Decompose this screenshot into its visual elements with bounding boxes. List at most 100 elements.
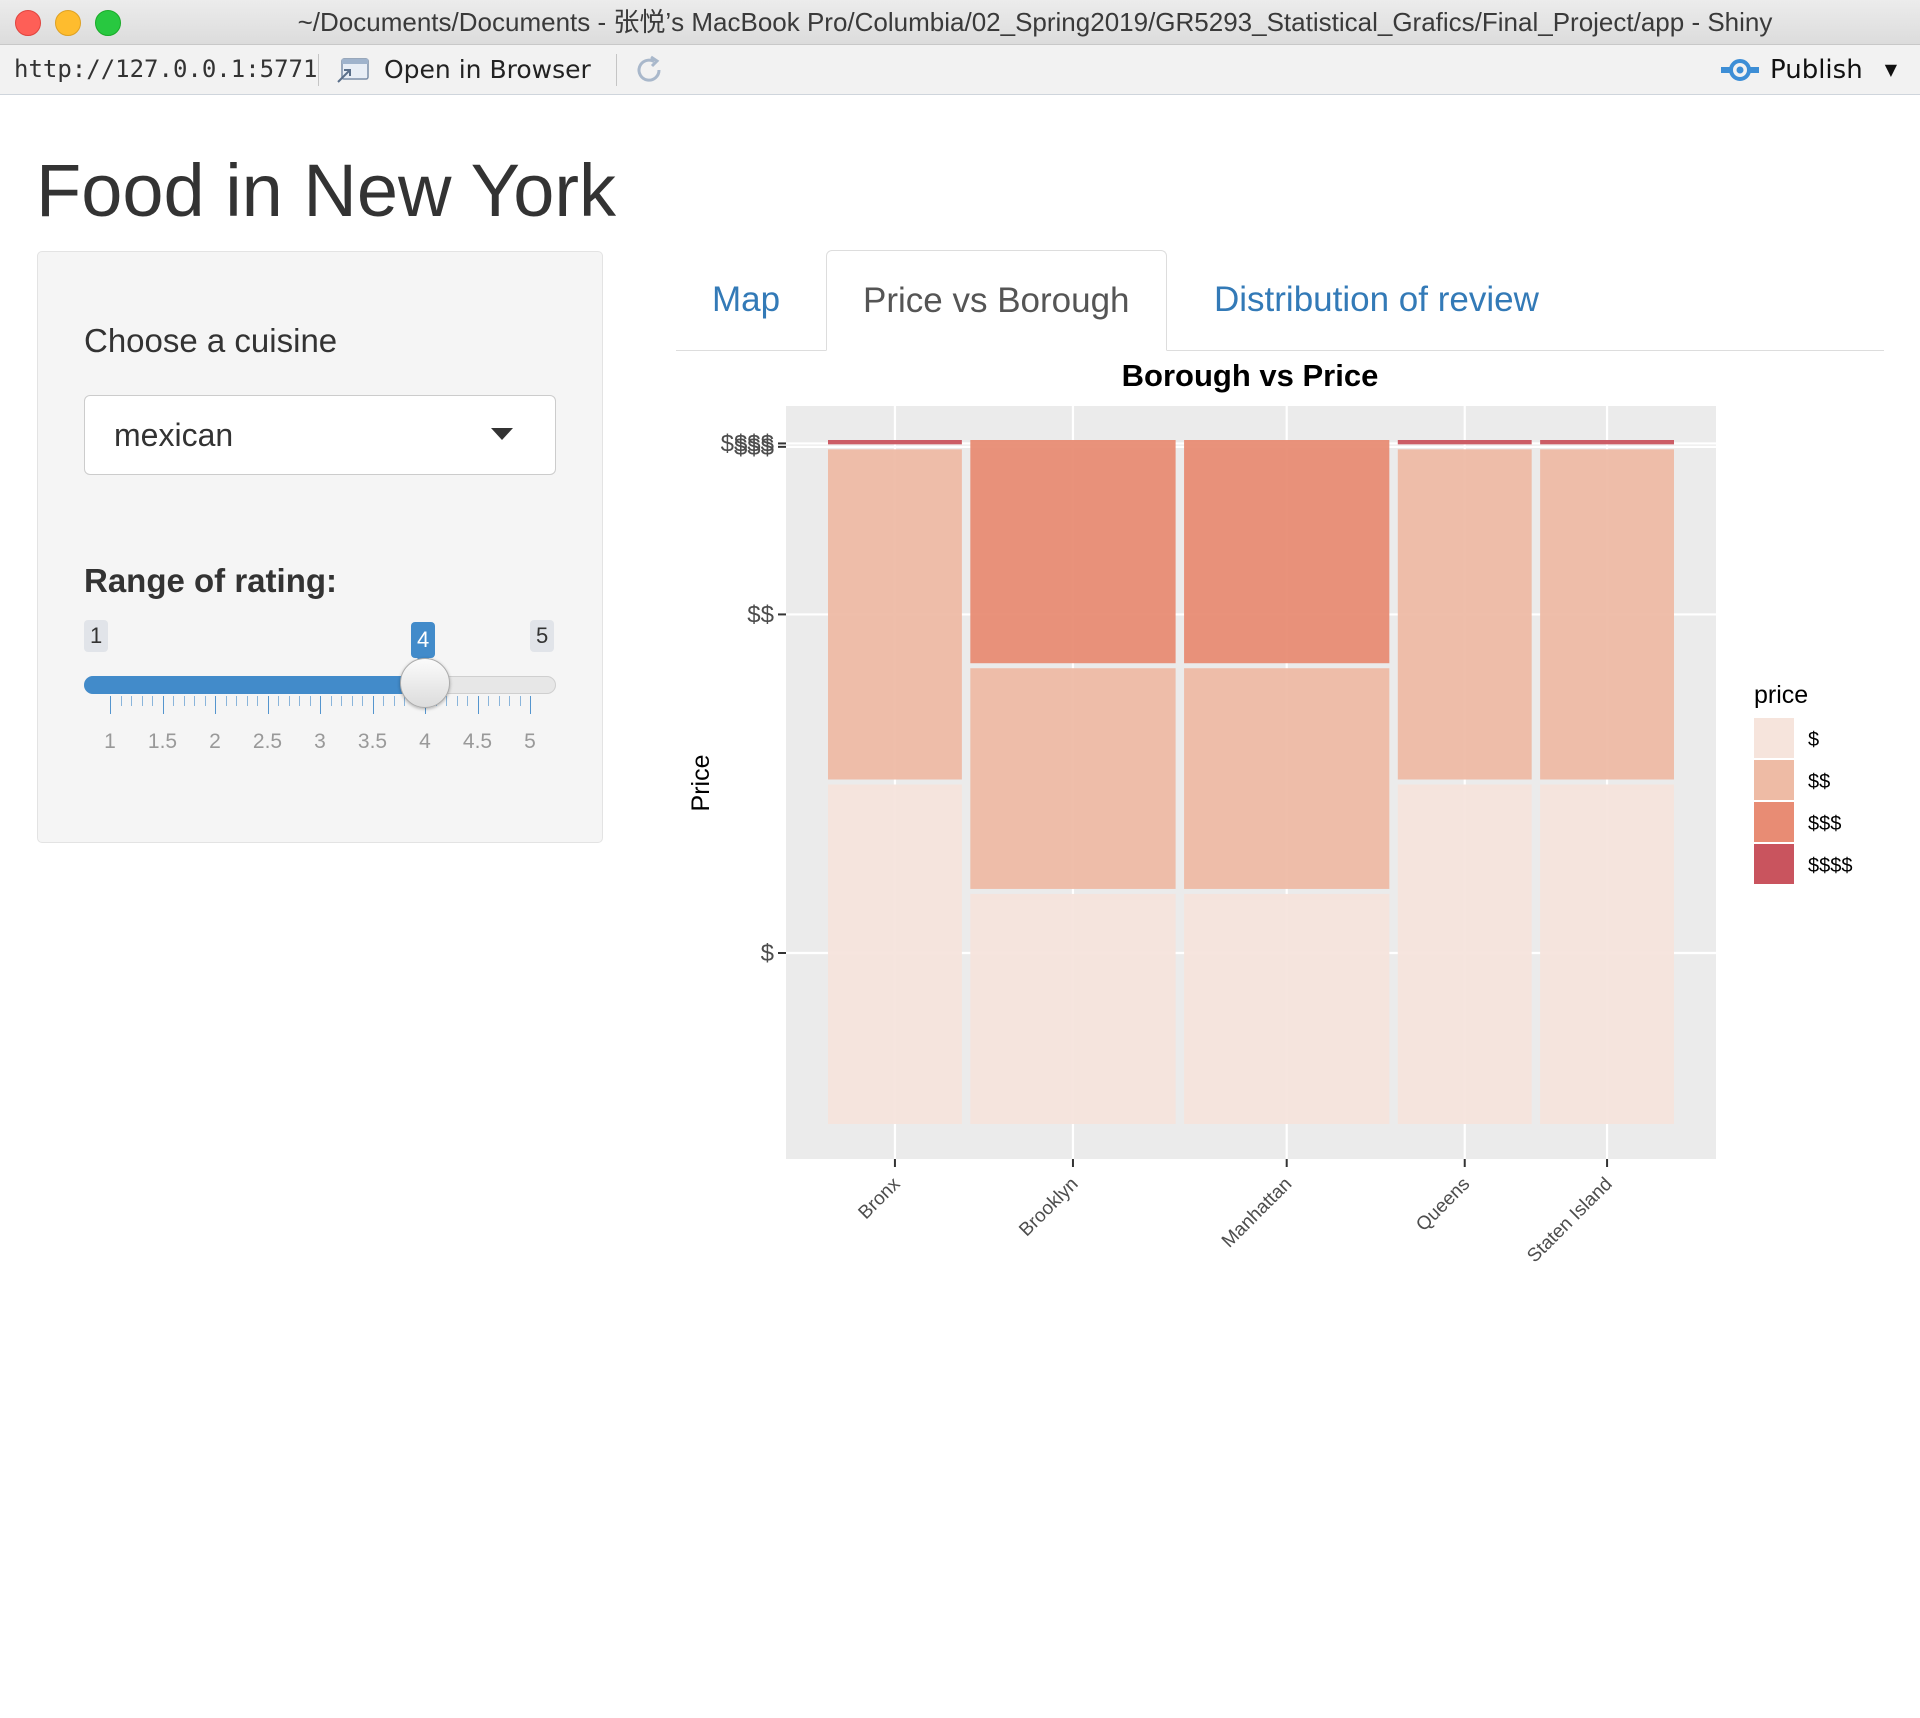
- mosaic-tile-manhattan-2: [1184, 668, 1390, 889]
- open-in-browser-icon: [337, 57, 369, 83]
- mosaic-tile-staten-island-1: [1540, 784, 1674, 1124]
- x-axis-tick-label: Brooklyn: [1015, 1174, 1082, 1241]
- slider-tick: [519, 696, 521, 706]
- mosaic-tile-queens-1: [1397, 784, 1532, 1124]
- tab-price-vs-borough[interactable]: Price vs Borough: [826, 250, 1167, 351]
- y-axis-label: Price: [687, 755, 715, 812]
- slider-tick: [330, 696, 332, 706]
- open-in-browser-button[interactable]: Open in Browser: [336, 45, 591, 94]
- tab-map[interactable]: Map: [712, 280, 781, 319]
- mosaic-tile-brooklyn-3: [970, 440, 1176, 664]
- slider-tick-label: 4: [419, 730, 431, 753]
- mosaic-tile-queens-4: [1397, 440, 1532, 445]
- url-display[interactable]: http://127.0.0.1:5771: [14, 55, 318, 83]
- slider-tick: [320, 696, 321, 714]
- slider-tick: [488, 696, 489, 706]
- slider-tick: [183, 696, 185, 706]
- slider-tick: [477, 696, 479, 714]
- slider-tick: [372, 696, 374, 714]
- toolbar-separator: [616, 54, 617, 86]
- window-title-bar: ~/Documents/Documents - 张悦’s MacBook Pro…: [0, 0, 1920, 45]
- mosaic-tile-manhattan-1: [1184, 893, 1390, 1124]
- slider-tick-label: 4.5: [462, 730, 493, 753]
- y-axis-tick-label: $: [761, 940, 774, 967]
- mosaic-tile-queens-2: [1397, 449, 1532, 780]
- legend-label: $$: [1808, 771, 1830, 793]
- minimize-window-button[interactable]: [55, 10, 81, 36]
- legend-label: $$$: [1808, 813, 1841, 835]
- publish-button[interactable]: Publish ▼: [1720, 45, 1897, 94]
- mosaic-tile-bronx-2: [828, 449, 962, 780]
- slider-tick: [509, 696, 510, 706]
- legend-swatch: [1754, 718, 1794, 758]
- slider-tick: [341, 696, 342, 706]
- legend-label: $$$$: [1808, 855, 1853, 877]
- tab-bar: Map Price vs Borough Distribution of rev…: [676, 250, 1884, 351]
- cuisine-label: Choose a cuisine: [84, 322, 338, 359]
- legend-label: $: [1808, 729, 1819, 751]
- slider-tick: [498, 696, 500, 706]
- viewer-toolbar: http://127.0.0.1:5771 Open in Browser Pu…: [0, 45, 1920, 95]
- slider-tick-label: 2: [209, 730, 221, 753]
- tab-distribution-of-review[interactable]: Distribution of review: [1214, 280, 1539, 319]
- x-axis-tick-label: Bronx: [855, 1173, 905, 1223]
- sidebar-panel: Choose a cuisine mexican Range of rating…: [37, 251, 603, 843]
- publish-icon: [1721, 58, 1759, 81]
- slider-fill: [84, 676, 425, 694]
- cuisine-select[interactable]: mexican: [84, 395, 556, 475]
- slider-tick-label: 2.5: [252, 730, 283, 753]
- slider-tick: [530, 696, 531, 714]
- close-window-button[interactable]: [15, 10, 41, 36]
- slider-tick: [120, 696, 122, 706]
- legend-title: price: [1754, 681, 1808, 709]
- slider-tick: [299, 696, 300, 706]
- slider-tick: [288, 696, 290, 706]
- legend-swatch: [1754, 844, 1794, 884]
- mosaic-tile-staten-island-2: [1540, 449, 1674, 780]
- mosaic-tile-brooklyn-1: [970, 893, 1176, 1124]
- slider-tick: [246, 696, 248, 706]
- x-axis-tick-label: Queens: [1412, 1174, 1474, 1236]
- publish-label: Publish: [1770, 54, 1863, 85]
- slider-tick: [152, 696, 153, 706]
- legend-swatch: [1754, 802, 1794, 842]
- slider-tick: [131, 696, 132, 706]
- slider-tick: [467, 696, 468, 706]
- slider-tick: [225, 696, 227, 706]
- slider-tick: [215, 696, 216, 714]
- slider-handle[interactable]: [400, 658, 450, 708]
- x-axis-tick-label: Manhattan: [1218, 1174, 1296, 1252]
- slider-tick: [267, 696, 269, 714]
- x-axis-tick-label: Staten Island: [1523, 1174, 1616, 1267]
- slider-tick: [141, 696, 143, 706]
- slider-tick: [110, 696, 111, 714]
- slider-tick: [393, 696, 395, 706]
- slider-tick-label: 3: [314, 730, 326, 753]
- slider-tick: [309, 696, 311, 706]
- window-title: ~/Documents/Documents - 张悦’s MacBook Pro…: [297, 7, 1773, 37]
- slider-tick-label: 1: [104, 730, 116, 753]
- slider-tick: [162, 696, 164, 714]
- slider-tick: [204, 696, 206, 706]
- zoom-window-button[interactable]: [95, 10, 121, 36]
- mosaic-tile-bronx-4: [828, 440, 962, 445]
- y-axis-tick-label: $$$$: [721, 430, 774, 457]
- slider-tick: [236, 696, 237, 706]
- y-axis-tick-label: $$: [747, 601, 774, 628]
- slider-min-label: 1: [84, 620, 109, 652]
- slider-tick: [278, 696, 279, 706]
- toolbar-separator: [318, 54, 319, 86]
- slider-tick-label: 3.5: [357, 730, 388, 753]
- slider-tick: [351, 696, 353, 706]
- page-title: Food in New York: [36, 149, 617, 232]
- rating-slider[interactable]: 1 5 4 1 1.5 2 2.5 3 3.5 4 4.5 5: [84, 612, 558, 772]
- slider-tick-label: 5: [524, 730, 536, 753]
- refresh-button[interactable]: [632, 53, 666, 92]
- chart-title: Borough vs Price: [1122, 358, 1379, 393]
- legend-swatch: [1754, 760, 1794, 800]
- slider-tick-label: 1.5: [147, 730, 178, 753]
- chevron-down-icon[interactable]: ▼: [1884, 60, 1897, 79]
- y-axis-tick-label: $$$: [734, 434, 774, 461]
- cuisine-select-value: mexican: [114, 417, 234, 453]
- rating-label: Range of rating:: [84, 562, 337, 599]
